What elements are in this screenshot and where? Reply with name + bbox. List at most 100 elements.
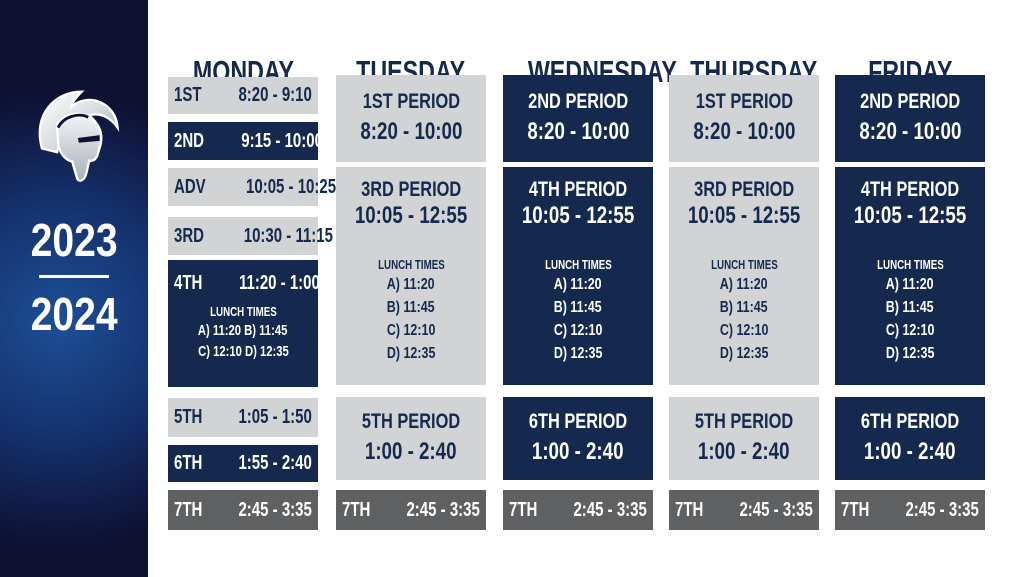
period-time: 10:05 - 12:55 [853,202,967,229]
period-time: 8:20 - 9:10 [238,84,312,106]
period-row-adv: ADV 10:05 - 10:25 [168,168,336,206]
period-title: 1ST PERIOD [362,89,460,113]
lunch-time-a: A) 11:20 [387,276,435,293]
period-row-7th: 7TH 2:45 - 3:35 [336,490,486,530]
day-column-wednesday: WEDNESDAY 2ND PERIOD 8:20 - 10:00 4TH PE… [503,0,677,577]
lunch-time-b: B) 11:45 [886,299,934,316]
period-row-7th: 7TH 2:45 - 3:35 [669,490,819,530]
lunch-time-d: D) 12:35 [553,345,603,362]
period-time: 10:05 - 12:55 [521,202,635,229]
lunch-time-b: B) 11:45 [387,299,435,316]
period-label: 7TH [174,498,203,521]
period-row-1st: 1ST 8:20 - 9:10 [168,77,318,114]
lunch-time-c: C) 12:10 [386,322,436,339]
period-block-2nd: 2ND PERIOD 8:20 - 10:00 [835,75,985,162]
lunch-time-d: D) 12:35 [885,345,935,362]
period-block-4th-with-lunch: 4TH PERIOD 10:05 - 12:55 LUNCH TIMES A) … [503,167,653,385]
period-label: 5TH [174,406,203,428]
period-label: 7TH [841,498,870,521]
period-block-1st: 1ST PERIOD 8:20 - 10:00 [336,75,486,162]
period-time: 11:20 - 1:00 [238,271,320,294]
period-time: 8:20 - 10:00 [859,117,961,145]
lunch-times-title: LUNCH TIMES [710,257,778,272]
period-time: 1:00 - 2:40 [532,437,624,465]
period-time: 2:45 - 3:35 [238,498,312,521]
period-block-6th: 6TH PERIOD 1:00 - 2:40 [835,397,985,480]
period-label: 7TH [342,498,371,521]
period-block-4th-with-lunch: 4TH PERIOD 10:05 - 12:55 LUNCH TIMES A) … [835,167,985,385]
spartan-helmet-logo [38,90,120,182]
lunch-time-c: C) 12:10 [553,322,603,339]
period-time: 9:15 - 10:00 [241,129,323,152]
period-block-5th: 5TH PERIOD 1:00 - 2:40 [669,397,819,480]
period-time: 1:00 - 2:40 [365,437,457,465]
period-time: 8:20 - 10:00 [693,117,795,145]
day-column-thursday: THURSDAY 1ST PERIOD 8:20 - 10:00 3RD PER… [669,0,819,577]
period-block-6th: 6TH PERIOD 1:00 - 2:40 [503,397,653,480]
period-label: 6TH [174,452,203,474]
period-block-2nd: 2ND PERIOD 8:20 - 10:00 [503,75,653,162]
period-row-2nd: 2ND 9:15 - 10:00 [168,122,323,160]
period-time: 10:05 - 12:55 [354,202,468,229]
period-label: 7TH [675,498,704,521]
day-column-tuesday: TUESDAY 1ST PERIOD 8:20 - 10:00 3RD PERI… [336,0,486,577]
lunch-time-b: B) 11:45 [554,299,602,316]
period-label: 7TH [509,498,538,521]
period-time: 2:45 - 3:35 [573,498,647,521]
lunch-times-title: LUNCH TIMES [377,257,445,272]
period-row-7th: 7TH 2:45 - 3:35 [503,490,653,530]
period-row-7th: 7TH 2:45 - 3:35 [835,490,985,530]
period-time: 1:55 - 2:40 [238,452,312,474]
period-time: 10:05 - 12:55 [687,202,801,229]
period-title: 4TH PERIOD [860,178,960,201]
school-year: 2023 2024 [0,217,148,340]
period-title: 6TH PERIOD [528,409,628,433]
period-time: 8:20 - 10:00 [527,117,629,145]
lunch-times-title: LUNCH TIMES [544,257,612,272]
period-time: 2:45 - 3:35 [739,498,813,521]
period-time: 8:20 - 10:00 [360,117,462,145]
period-row-5th: 5TH 1:05 - 1:50 [168,398,318,437]
period-block-3rd-with-lunch: 3RD PERIOD 10:05 - 12:55 LUNCH TIMES A) … [669,167,819,385]
day-column-friday: FRIDAY 2ND PERIOD 8:20 - 10:00 4TH PERIO… [835,0,985,577]
lunch-times-line: C) 12:10 D) 12:35 [197,343,289,360]
lunch-times-line: A) 11:20 B) 11:45 [198,322,288,339]
period-block-5th: 5TH PERIOD 1:00 - 2:40 [336,397,486,480]
period-title: 3RD PERIOD [693,178,795,201]
period-title: 5TH PERIOD [361,409,461,433]
lunch-time-d: D) 12:35 [719,345,769,362]
period-time: 1:05 - 1:50 [238,406,312,428]
period-title: 1ST PERIOD [695,89,793,113]
period-block-3rd-with-lunch: 3RD PERIOD 10:05 - 12:55 LUNCH TIMES A) … [336,167,486,385]
year-divider [39,275,109,278]
period-title: 2ND PERIOD [859,89,961,113]
period-row-6th: 6TH 1:55 - 2:40 [168,445,318,482]
period-time: 2:45 - 3:35 [905,498,979,521]
period-time: 1:00 - 2:40 [864,437,956,465]
period-label: ADV [174,175,206,198]
period-label: 1ST [174,84,202,106]
year-bottom: 2024 [30,288,118,340]
lunch-time-d: D) 12:35 [386,345,436,362]
period-title: 5TH PERIOD [694,409,794,433]
period-title: 6TH PERIOD [860,409,960,433]
period-time: 1:00 - 2:40 [698,437,790,465]
period-time: 10:30 - 11:15 [243,224,333,247]
lunch-times-title: LUNCH TIMES [209,304,277,319]
period-label: 4TH [174,271,203,294]
period-row-3rd: 3RD 10:30 - 11:15 [168,217,333,255]
period-time: 2:45 - 3:35 [406,498,480,521]
lunch-time-a: A) 11:20 [554,276,602,293]
period-title: 3RD PERIOD [360,178,462,201]
lunch-time-b: B) 11:45 [720,299,768,316]
period-label: 3RD [174,224,205,247]
lunch-time-a: A) 11:20 [720,276,768,293]
period-block-1st: 1ST PERIOD 8:20 - 10:00 [669,75,819,162]
helmet-eye-slit [77,135,100,143]
period-time: 10:05 - 10:25 [246,175,337,198]
lunch-time-a: A) 11:20 [886,276,934,293]
period-label: 2ND [174,129,205,152]
lunch-time-c: C) 12:10 [719,322,769,339]
period-title: 2ND PERIOD [527,89,629,113]
